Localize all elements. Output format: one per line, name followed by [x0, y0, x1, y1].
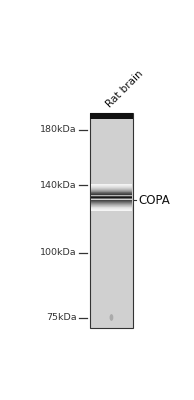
Bar	[90, 113, 133, 328]
Bar	[91, 193, 132, 194]
Bar	[91, 192, 132, 193]
Bar	[91, 210, 132, 211]
Bar	[91, 188, 132, 189]
Text: 140kDa: 140kDa	[40, 180, 77, 190]
Bar	[91, 186, 132, 187]
Bar	[90, 113, 133, 120]
Text: Rat brain: Rat brain	[104, 69, 145, 110]
Bar	[91, 201, 132, 202]
Bar	[91, 200, 132, 201]
Bar	[91, 198, 132, 199]
Text: COPA: COPA	[139, 194, 170, 207]
Bar	[91, 199, 132, 200]
Bar	[91, 196, 132, 197]
Bar	[91, 203, 132, 204]
Bar	[91, 194, 132, 195]
Bar	[91, 204, 132, 205]
Bar	[91, 209, 132, 210]
Bar	[91, 205, 132, 206]
Bar	[91, 185, 132, 186]
Bar	[91, 190, 132, 191]
Bar	[91, 187, 132, 188]
Text: 75kDa: 75kDa	[46, 313, 77, 322]
Bar	[91, 197, 132, 198]
Bar	[91, 195, 132, 196]
Bar	[91, 207, 132, 208]
Bar	[91, 184, 132, 185]
Bar	[91, 208, 132, 209]
Text: 100kDa: 100kDa	[40, 248, 77, 257]
Bar	[91, 191, 132, 192]
Ellipse shape	[110, 314, 113, 321]
Bar	[91, 206, 132, 207]
Bar	[91, 202, 132, 203]
Text: 180kDa: 180kDa	[40, 125, 77, 134]
Bar	[91, 189, 132, 190]
